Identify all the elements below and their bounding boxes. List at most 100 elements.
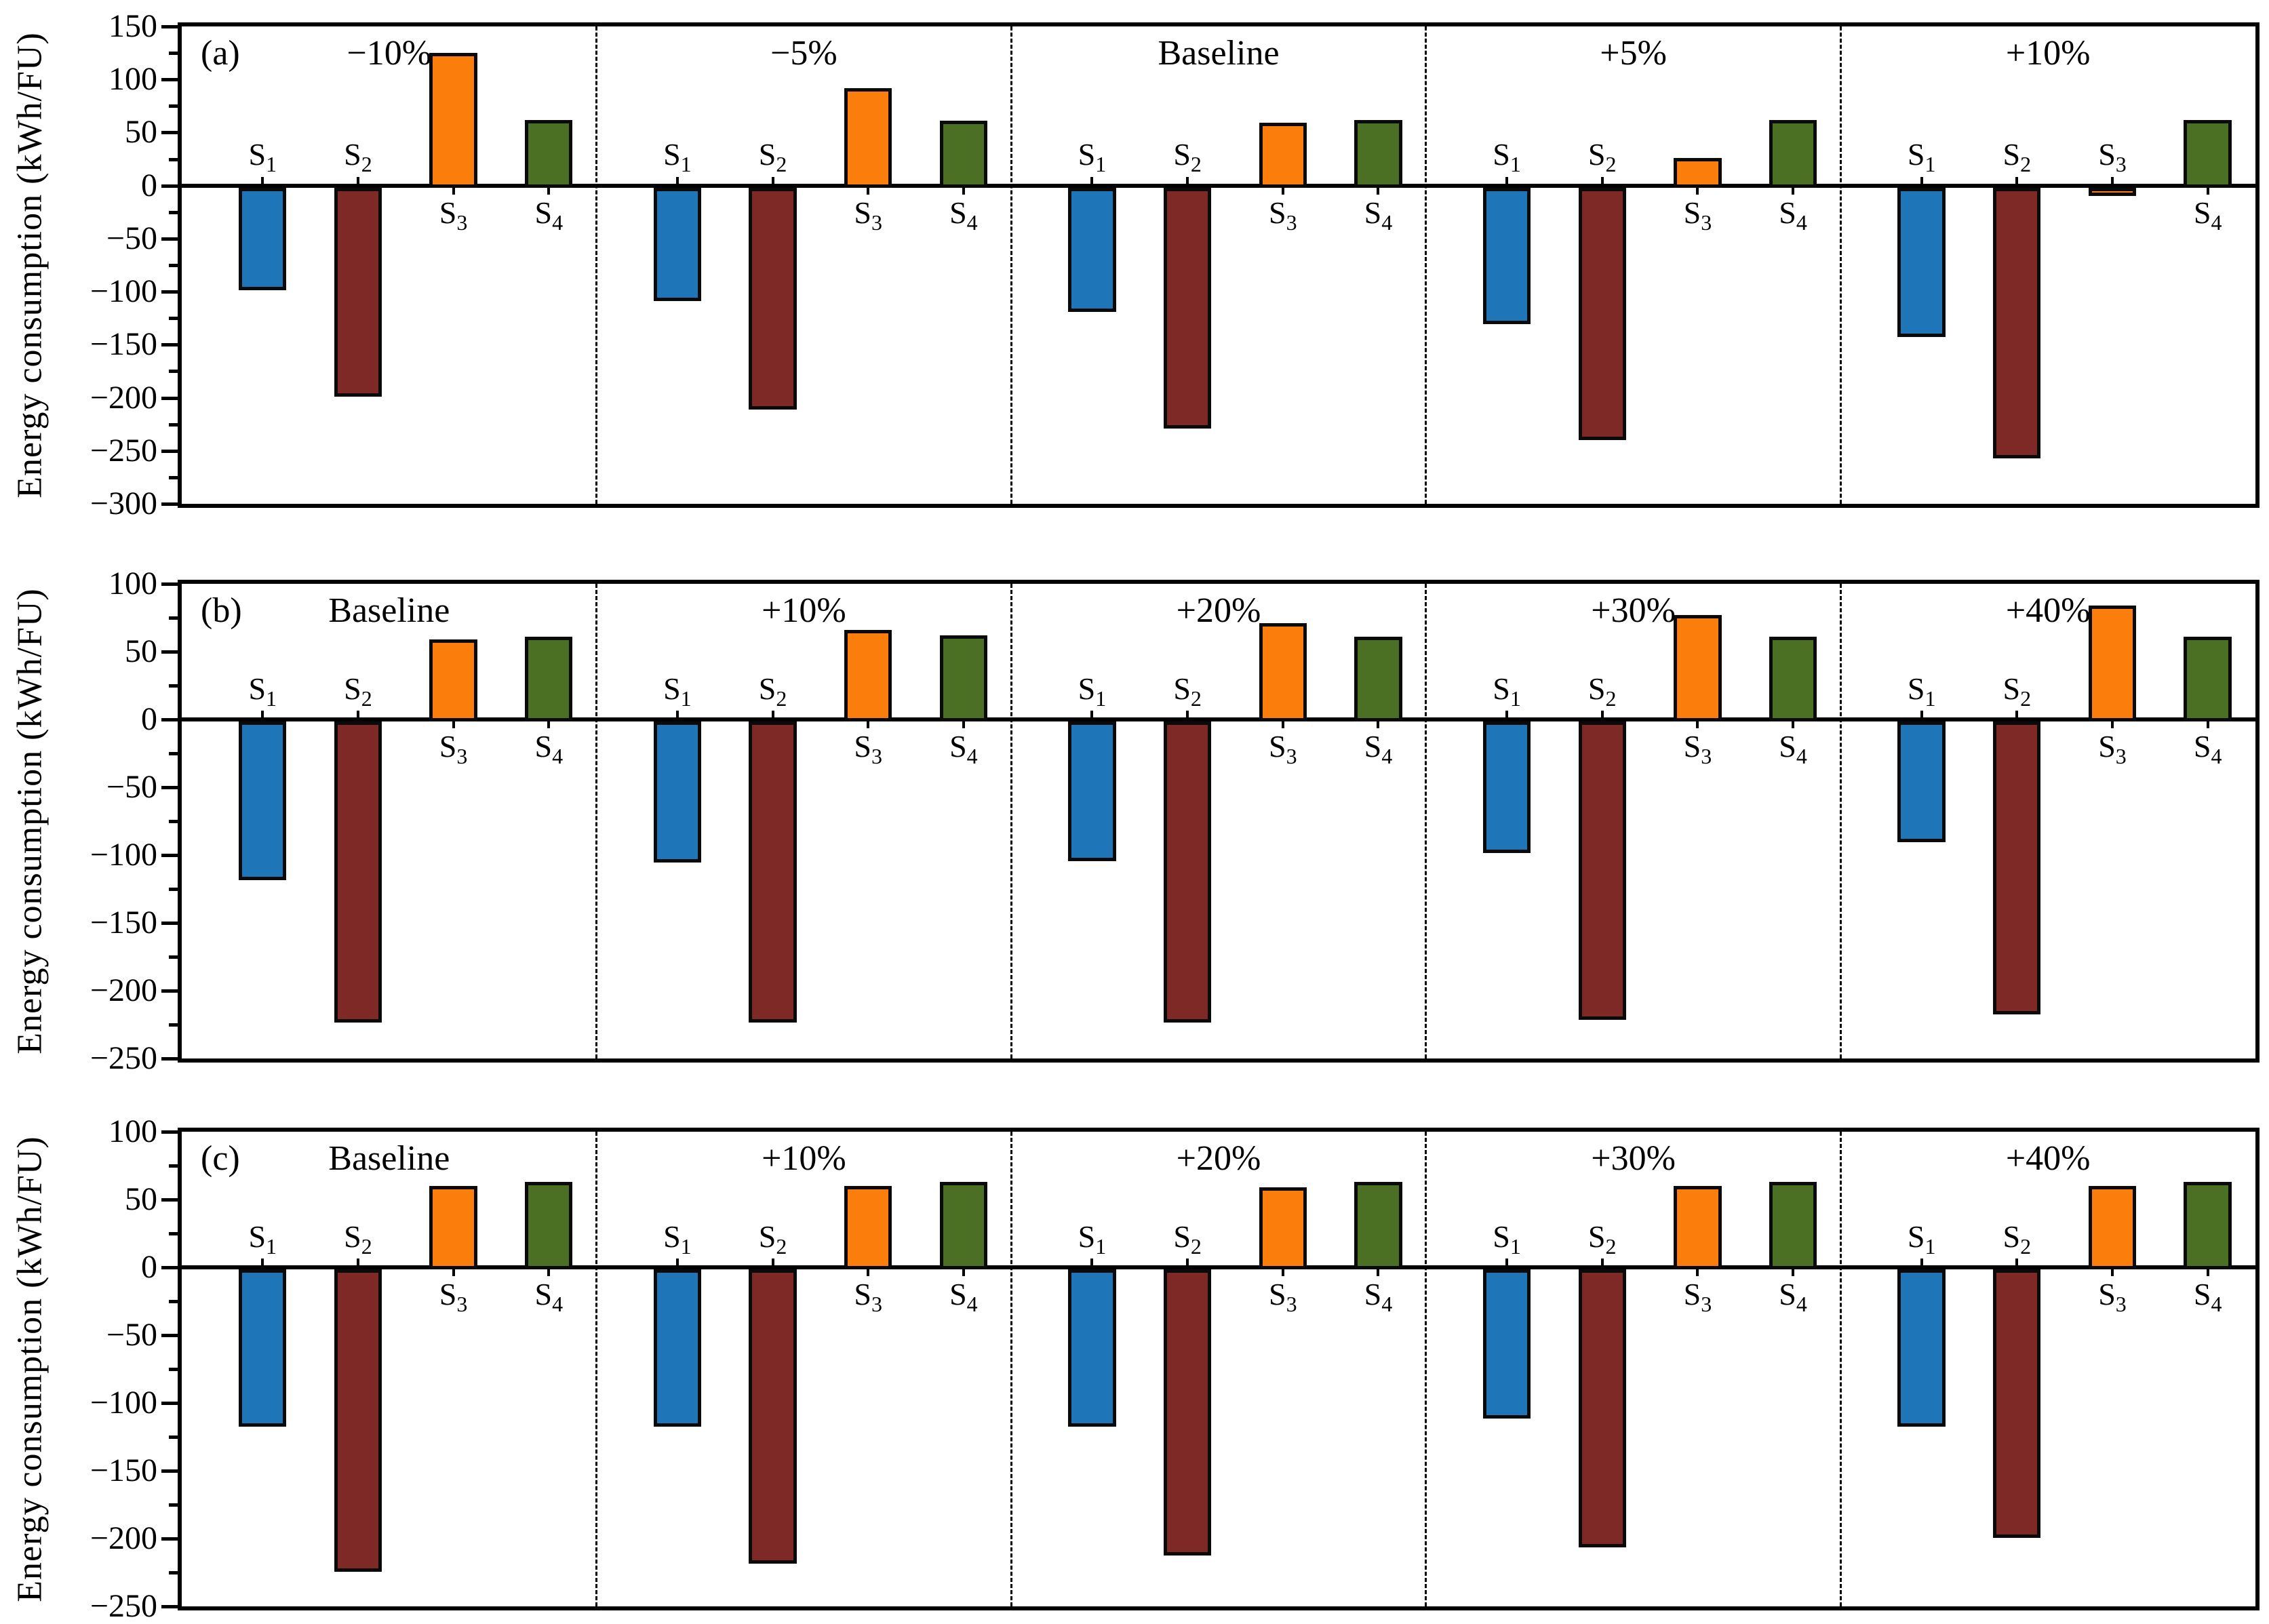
y-axis-minor-tick: [169, 370, 178, 374]
bar-s2: [1163, 1269, 1212, 1556]
y-axis-minor-tick: [169, 888, 178, 891]
panel-c: Energy consumption (kWh/FU) 100 50 0 −50 −10…: [0, 1115, 2269, 1623]
bar-label-s3: S3: [2098, 729, 2127, 769]
y-axis-major-tick: [161, 343, 178, 347]
y-axis-minor-tick: [169, 1023, 178, 1027]
y-axis-tick-label: −200: [90, 972, 157, 1008]
bar-label-s1: S1: [1907, 137, 1936, 177]
y-axis-minor-tick: [169, 475, 178, 479]
bar-label-s3: S3: [439, 195, 468, 235]
bar-s2: [1578, 721, 1626, 1020]
bar-label-s3: S3: [1269, 1277, 1297, 1317]
y-axis-minor-tick: [169, 1300, 178, 1303]
zero-line-tick: [1920, 1259, 1923, 1276]
y-axis-tick-label: −150: [90, 326, 157, 363]
y-axis-tick-label: 150: [108, 8, 157, 44]
zero-line-tick: [1186, 1259, 1189, 1276]
y-axis-tick-label: −200: [90, 1520, 157, 1556]
bar-label-s1: S1: [663, 1219, 692, 1259]
bar-label-s4: S4: [534, 1277, 564, 1317]
bar-label-s1: S1: [1907, 671, 1936, 711]
zero-line-tick: [2015, 1259, 2019, 1276]
bar-s3: [844, 87, 892, 188]
zero-line-tick: [675, 176, 679, 195]
bar-s4: [939, 121, 988, 188]
group-divider: [1425, 26, 1427, 504]
bar-label-s4: S4: [2193, 195, 2222, 235]
condition-title: Baseline: [328, 1139, 450, 1178]
y-axis-major-tick: [161, 25, 178, 28]
bar-label-s4: S4: [949, 195, 978, 235]
group-divider: [595, 26, 598, 504]
bar-label-s2: S2: [1173, 1219, 1202, 1259]
bar-label-s2: S2: [758, 137, 787, 177]
zero-line-tick: [1505, 711, 1509, 728]
bar-label-s3: S3: [1269, 729, 1297, 769]
bar-s3: [844, 630, 892, 721]
bar-label-s2: S2: [2002, 671, 2032, 711]
bar-label-s4: S4: [1779, 195, 1807, 235]
y-axis-tick-label: 50: [125, 114, 157, 151]
y-axis-tick-label: −250: [90, 1040, 157, 1076]
bar-s4: [1354, 119, 1402, 188]
bar-s3: [429, 1186, 477, 1269]
zero-line-tick: [1600, 1259, 1604, 1276]
zero-line-tick: [1920, 711, 1923, 728]
y-axis-minor-tick: [169, 1435, 178, 1439]
zero-line-tick: [771, 711, 774, 728]
y-axis-minor-tick: [169, 1232, 178, 1235]
bar-s4: [2184, 637, 2232, 721]
bar-s1: [653, 721, 702, 863]
zero-line-tick: [675, 711, 679, 728]
condition-title: +10%: [2005, 34, 2091, 73]
bar-s2: [334, 1269, 382, 1572]
bar-s3: [2088, 606, 2137, 721]
zero-line-tick: [356, 1259, 359, 1276]
y-axis-major-tick: [161, 502, 178, 506]
y-axis: 150 100 50 0 −50 −100 −150 −200 −250 −300: [0, 10, 2269, 520]
y-axis-minor-tick: [169, 752, 178, 755]
bar-label-s4: S4: [2193, 729, 2222, 769]
y-axis-tick-label: −50: [106, 769, 157, 805]
zero-line-tick: [675, 1259, 679, 1276]
bar-label-s4: S4: [534, 729, 564, 769]
bar-label-s4: S4: [2193, 1277, 2222, 1317]
bar-label-s1: S1: [1493, 1219, 1521, 1259]
bar-label-s4: S4: [1364, 1277, 1393, 1317]
y-axis-tick-label: −150: [90, 905, 157, 940]
y-axis-minor-tick: [169, 684, 178, 688]
bar-s3: [2088, 1186, 2137, 1269]
bar-s3: [1674, 157, 1722, 188]
y-axis-tick-label: 0: [141, 701, 157, 737]
y-axis-tick-label: −250: [90, 432, 157, 469]
y-axis: 100 50 0 −50 −100 −150 −200 −250: [0, 1115, 2269, 1623]
y-axis-minor-tick: [169, 616, 178, 620]
zero-line-tick: [771, 1259, 774, 1276]
y-axis-tick-label: −200: [90, 379, 157, 416]
bar-s4: [525, 119, 573, 188]
zero-line-tick: [356, 176, 359, 195]
zero-line-tick: [1505, 176, 1509, 195]
condition-title: +10%: [762, 1139, 846, 1178]
y-axis-tick-label: 50: [125, 633, 157, 669]
bar-label-s1: S1: [1493, 137, 1521, 177]
panel-letter: (c): [201, 1139, 240, 1178]
bar-label-s1: S1: [1078, 137, 1107, 177]
y-axis-major-tick: [161, 1469, 178, 1473]
bar-s2: [749, 721, 797, 1023]
zero-line-tick: [2110, 176, 2114, 195]
y-axis-major-tick: [161, 1057, 178, 1061]
bar-s1: [1897, 187, 1946, 338]
bar-s3: [1259, 1187, 1307, 1269]
zero-axis-line: [182, 183, 2255, 188]
bar-s3: [429, 639, 477, 721]
condition-title: +20%: [1176, 1139, 1261, 1178]
bar-label-s1: S1: [1493, 671, 1521, 711]
bar-label-s1: S1: [663, 671, 692, 711]
bar-label-s4: S4: [949, 729, 978, 769]
bar-s1: [1068, 1269, 1116, 1427]
y-axis-minor-tick: [169, 317, 178, 321]
bar-s1: [1482, 1269, 1531, 1419]
bar-label-s3: S3: [854, 195, 882, 235]
y-axis-tick-label: −150: [90, 1452, 157, 1488]
